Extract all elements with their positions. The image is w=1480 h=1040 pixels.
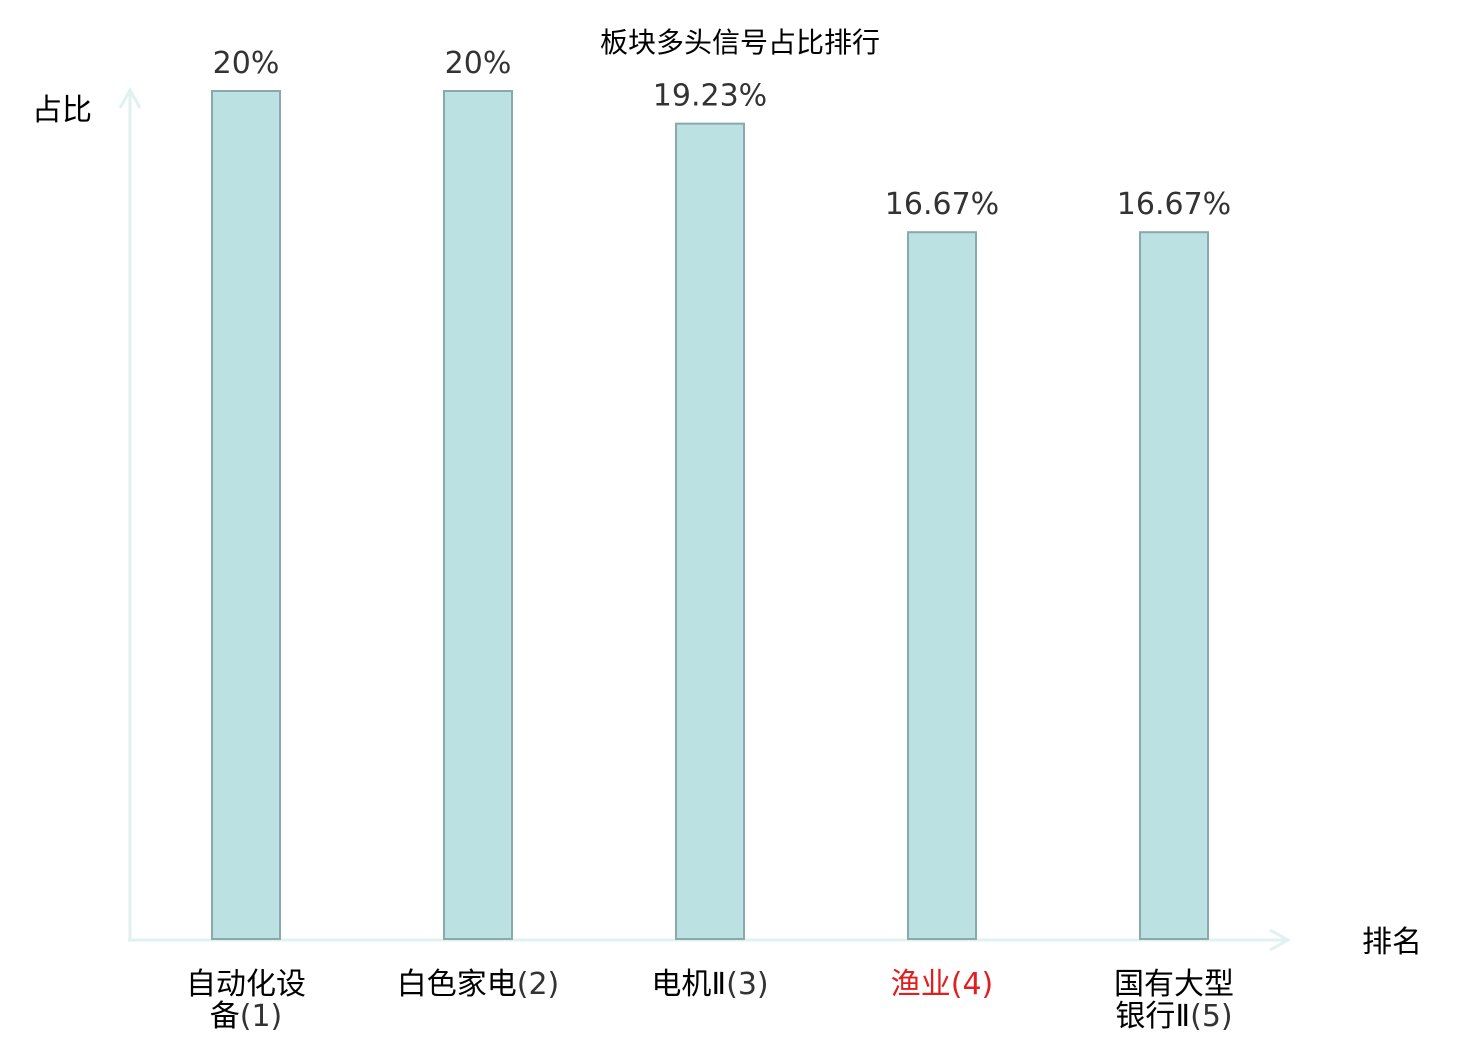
value-labels: 20% 20% 19.23% 16.67% 16.67% <box>213 46 1232 222</box>
bar-2 <box>443 90 513 940</box>
y-axis-label: 占比 <box>32 93 92 128</box>
category-label-4: 渔业(4) <box>891 967 994 1002</box>
chart-title: 板块多头信号占比排行 <box>600 26 880 59</box>
category-label-3: 电机Ⅱ(3) <box>651 967 768 1002</box>
value-label-4: 16.67% <box>885 187 999 222</box>
value-label-1: 20% <box>213 46 280 81</box>
value-label-5: 16.67% <box>1117 187 1231 222</box>
y-axis-arrow <box>118 86 142 109</box>
value-label-3: 19.23% <box>653 79 767 114</box>
category-labels: 自动化设备(1) 白色家电(2) 电机Ⅱ(3) 渔业(4) 国有大型银行Ⅱ(5) <box>186 967 1234 1034</box>
x-axis-arrow <box>1269 928 1292 952</box>
category-label-1: 自动化设备(1) <box>186 967 306 1034</box>
category-label-5: 国有大型银行Ⅱ(5) <box>1114 967 1234 1034</box>
value-label-2: 20% <box>445 46 512 81</box>
bar-3 <box>675 122 745 940</box>
x-axis-label: 排名 <box>1362 925 1422 960</box>
bar-5 <box>1139 231 1209 940</box>
bar-4 <box>907 231 977 940</box>
bar-1 <box>211 90 281 940</box>
bars <box>211 90 1209 940</box>
axes <box>118 86 1292 952</box>
category-label-2: 白色家电(2) <box>397 967 560 1002</box>
